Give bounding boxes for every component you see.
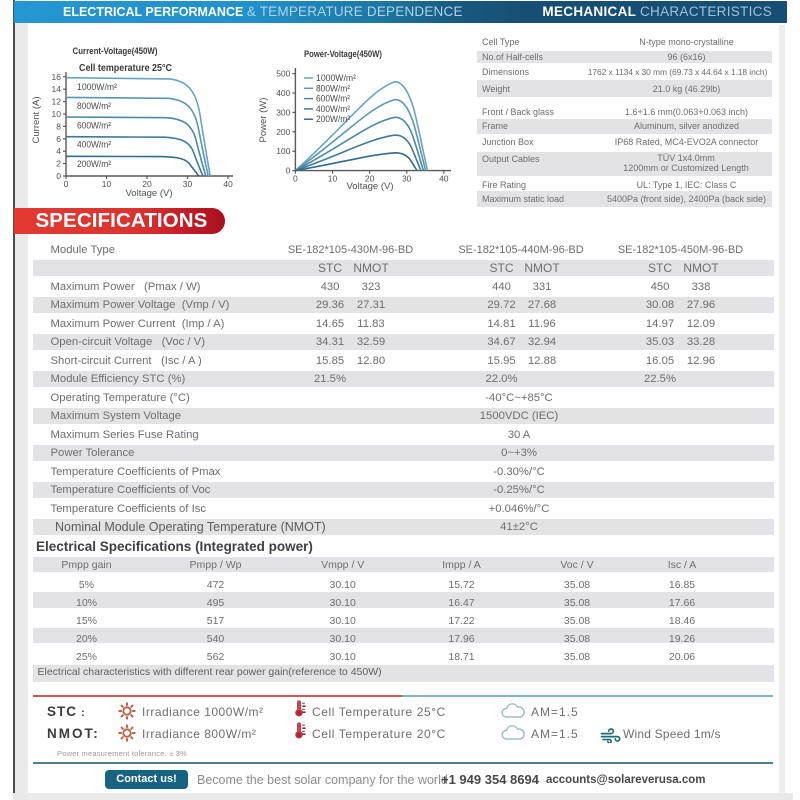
- svg-text:10: 10: [328, 174, 338, 184]
- svg-text:Cell temperature 25°C: Cell temperature 25°C: [79, 62, 172, 74]
- svg-text:100: 100: [276, 146, 290, 156]
- svg-text:6: 6: [56, 134, 61, 144]
- svg-text:20: 20: [142, 179, 152, 189]
- svg-text:600W/m²: 600W/m²: [77, 120, 111, 131]
- svg-text:30: 30: [402, 174, 412, 184]
- svg-text:12: 12: [52, 97, 62, 107]
- svg-text:0: 0: [64, 179, 69, 189]
- svg-text:30: 30: [183, 179, 193, 189]
- svg-text:Current-Voltage(450W): Current-Voltage(450W): [73, 46, 158, 57]
- svg-text:16: 16: [52, 72, 62, 82]
- svg-text:0: 0: [56, 171, 61, 181]
- svg-text:Voltage (V): Voltage (V): [126, 188, 173, 199]
- svg-text:40: 40: [439, 174, 449, 184]
- svg-text:200W/m²: 200W/m²: [316, 114, 350, 125]
- svg-text:Voltage (V): Voltage (V): [347, 181, 394, 192]
- svg-text:10: 10: [52, 109, 62, 119]
- svg-text:4: 4: [56, 146, 61, 156]
- svg-text:400W/m²: 400W/m²: [77, 140, 111, 151]
- svg-text:300: 300: [276, 107, 290, 117]
- svg-text:2: 2: [56, 159, 61, 169]
- svg-text:800W/m²: 800W/m²: [316, 83, 350, 94]
- svg-text:0: 0: [293, 174, 298, 184]
- svg-text:0: 0: [286, 166, 291, 176]
- svg-text:40: 40: [223, 179, 233, 189]
- svg-text:1000W/m²: 1000W/m²: [316, 73, 356, 84]
- svg-text:500: 500: [276, 69, 290, 79]
- svg-text:1000W/m²: 1000W/m²: [77, 82, 117, 93]
- svg-text:14: 14: [52, 84, 62, 94]
- svg-text:400: 400: [276, 88, 290, 98]
- svg-text:20: 20: [365, 174, 375, 184]
- svg-text:Current (A): Current (A): [31, 97, 42, 144]
- svg-text:200W/m²: 200W/m²: [77, 159, 111, 170]
- svg-text:200: 200: [276, 127, 290, 137]
- svg-text:10: 10: [102, 179, 112, 189]
- svg-text:600W/m²: 600W/m²: [316, 94, 350, 105]
- svg-text:Power (W): Power (W): [258, 98, 269, 143]
- svg-text:400W/m²: 400W/m²: [316, 104, 350, 115]
- svg-text:Power-Voltage(450W): Power-Voltage(450W): [304, 49, 382, 60]
- svg-text:8: 8: [56, 121, 61, 131]
- svg-text:800W/m²: 800W/m²: [77, 101, 111, 112]
